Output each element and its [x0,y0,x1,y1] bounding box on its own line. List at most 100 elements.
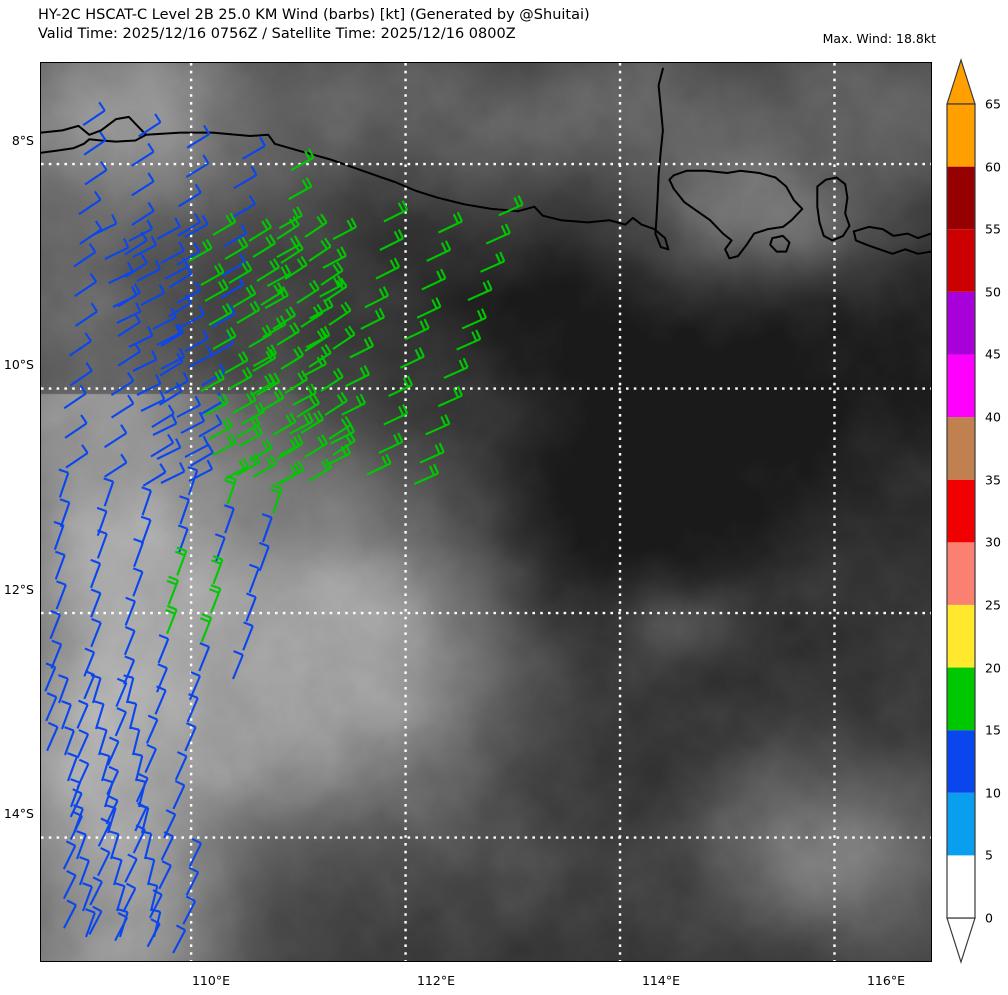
wind-barb [133,538,144,568]
wind-barb [123,626,136,656]
wind-barb [142,463,167,487]
wind-barb [221,253,246,277]
wind-barb [156,323,182,346]
wind-barb [252,234,276,258]
wind-barb [290,148,315,172]
wind-barb [44,662,57,692]
wind-barb [96,529,108,559]
colorbar-band [947,792,975,856]
wind-barb [151,404,175,428]
xtick-label-0: 110°E [191,973,230,988]
colorbar-band [947,104,975,167]
wind-barb [378,432,404,454]
wind-barb [272,412,297,436]
wind-barb [276,215,300,240]
wind-barb [176,242,201,266]
wind-barb [112,286,138,308]
wind-barb [140,283,166,306]
wind-barb [261,513,273,543]
wind-barb [168,294,192,318]
wind-barb [159,352,184,377]
wind-barb [108,830,120,860]
wind-barb [236,300,261,324]
wind-barb [252,454,277,478]
wind-barb [88,905,103,935]
wind-barb [49,610,61,640]
wind-barb [304,213,328,238]
wind-barb [260,282,284,306]
wind-barb [132,350,158,372]
wind-barb [123,655,136,685]
wind-barb [383,200,409,223]
wind-barb [300,303,324,328]
wind-barb [138,804,150,834]
wind-barb [99,752,111,782]
wind-barb [461,308,487,330]
wind-barb [248,218,272,242]
wind-barb [160,241,185,264]
wind-barb [375,257,401,280]
wind-barb [186,124,211,149]
colorbar-tick-label: 50 [985,284,1001,300]
wind-barb [228,366,253,390]
wind-barb [416,297,442,319]
wind-barb [236,453,261,476]
wind-barb [276,436,301,460]
wind-barb [83,131,107,156]
wind-barb [89,876,103,906]
graticule-grid-group [41,63,931,961]
wind-barb [224,350,249,374]
wind-barb [204,278,229,302]
wind-barb [69,362,93,387]
colorbar-tick-label: 30 [985,534,1001,550]
wind-barb [82,882,93,912]
wind-barb [480,251,506,273]
wind-barb [117,908,129,938]
wind-barb [128,326,154,348]
wind-barb [144,743,157,774]
wind-barb [186,693,199,723]
wind-barb [200,262,225,286]
wind-barb [320,367,344,392]
wind-barb [304,434,328,458]
xtick-label-1: 112°E [416,973,455,988]
wind-barb [97,846,111,877]
wind-barb [176,395,202,418]
wind-barb [172,924,187,954]
wind-barb [46,721,59,752]
wind-barb [90,588,102,618]
wind-barb [45,692,58,722]
wind-barb [212,326,237,350]
wind-barb [164,371,190,394]
wind-barb [242,621,254,651]
wind-barb [289,412,314,435]
wind-barb [145,714,159,744]
wind-barb [238,424,263,448]
wind-barb [292,383,317,406]
wind-barb [138,113,162,138]
wind-barb [59,498,71,528]
wind-barb [172,780,186,810]
colorbar-band [947,417,975,480]
ytick-label-1: 10°S [3,357,34,372]
wind-barb [456,329,482,351]
wind-barb [266,264,292,288]
wind-barb [58,468,70,498]
xtick-label-3: 116°E [866,973,905,988]
wind-barb [168,264,193,289]
wind-barb [328,301,352,326]
wind-barb [76,729,90,759]
satellite-imagery-canvas [41,63,931,961]
wind-barb [84,161,108,186]
wind-barb [212,433,237,456]
wind-barb [304,327,328,352]
wind-barb [260,388,285,412]
wind-barb [242,136,266,160]
wind-barb [140,390,166,412]
wind-barb [198,414,223,438]
wind-barb [324,391,348,416]
wind-barb [185,154,210,178]
wind-barb [231,194,256,219]
wind-barb [73,804,84,834]
wind-barb [164,257,189,280]
